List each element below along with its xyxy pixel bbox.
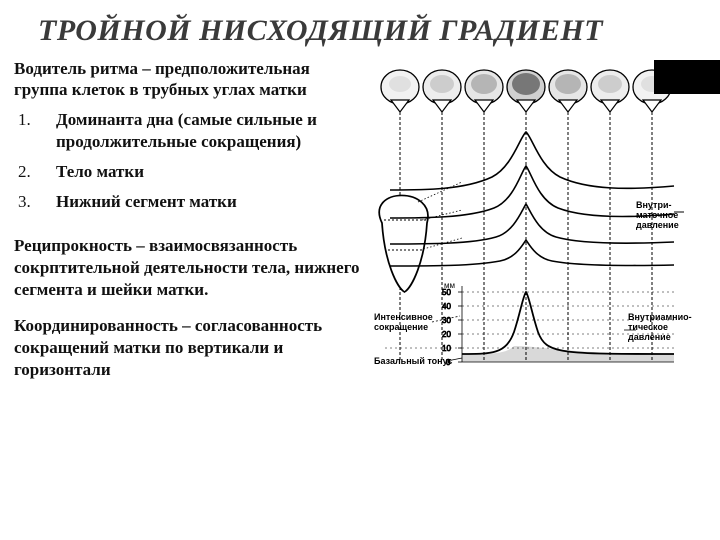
svg-text:Базальный тонус: Базальный тонус	[374, 356, 452, 366]
svg-text:Внутриамнио-: Внутриамнио-	[628, 312, 692, 322]
svg-text:Интенсивное: Интенсивное	[374, 312, 433, 322]
svg-text:давление: давление	[636, 220, 679, 230]
uterus-row	[381, 70, 671, 112]
svg-text:20: 20	[442, 330, 451, 339]
left-column: Водитель ритма – предположительная групп…	[14, 58, 374, 407]
svg-text:сокращение: сокращение	[374, 322, 428, 332]
gradient-diagram: Внутри- маточное давление мм 50 40 30 20…	[374, 62, 700, 402]
list-item-3: Нижний сегмент матки	[14, 191, 366, 213]
svg-text:10: 10	[442, 344, 451, 353]
label-intrauterine: Внутри- маточное давление	[636, 200, 684, 230]
paragraph-coordination: Координированность – согласованность сок…	[14, 315, 366, 381]
wave-traces	[390, 132, 674, 266]
svg-text:Внутри-: Внутри-	[636, 200, 672, 210]
slide-title: ТРОЙНОЙ НИСХОДЯЩИЙ ГРАДИЕНТ	[0, 0, 720, 58]
content-area: Водитель ритма – предположительная групп…	[0, 58, 720, 407]
ordered-list: Доминанта дна (самые сильные и продолжит…	[14, 109, 366, 213]
right-column: Внутри- маточное давление мм 50 40 30 20…	[374, 58, 700, 407]
decor-black-bar	[654, 60, 720, 94]
dashed-connectors	[400, 112, 652, 362]
svg-text:40: 40	[442, 302, 451, 311]
list-item-1: Доминанта дна (самые сильные и продолжит…	[14, 109, 366, 153]
intro-text: Водитель ритма – предположительная групп…	[14, 58, 366, 101]
svg-text:50: 50	[442, 288, 451, 297]
svg-text:давление: давление	[628, 332, 671, 342]
svg-text:маточное: маточное	[636, 210, 678, 220]
svg-text:30: 30	[442, 316, 451, 325]
uterus-outline-left	[379, 182, 462, 292]
svg-text:тическое: тическое	[628, 322, 668, 332]
list-item-2: Тело матки	[14, 161, 366, 183]
paragraph-reciprocity: Реципрокность – взаимосвязанность сокрпт…	[14, 235, 366, 301]
label-amniotic: Внутриамнио- тическое давление	[624, 312, 692, 342]
label-basal: Базальный тонус	[374, 356, 462, 366]
